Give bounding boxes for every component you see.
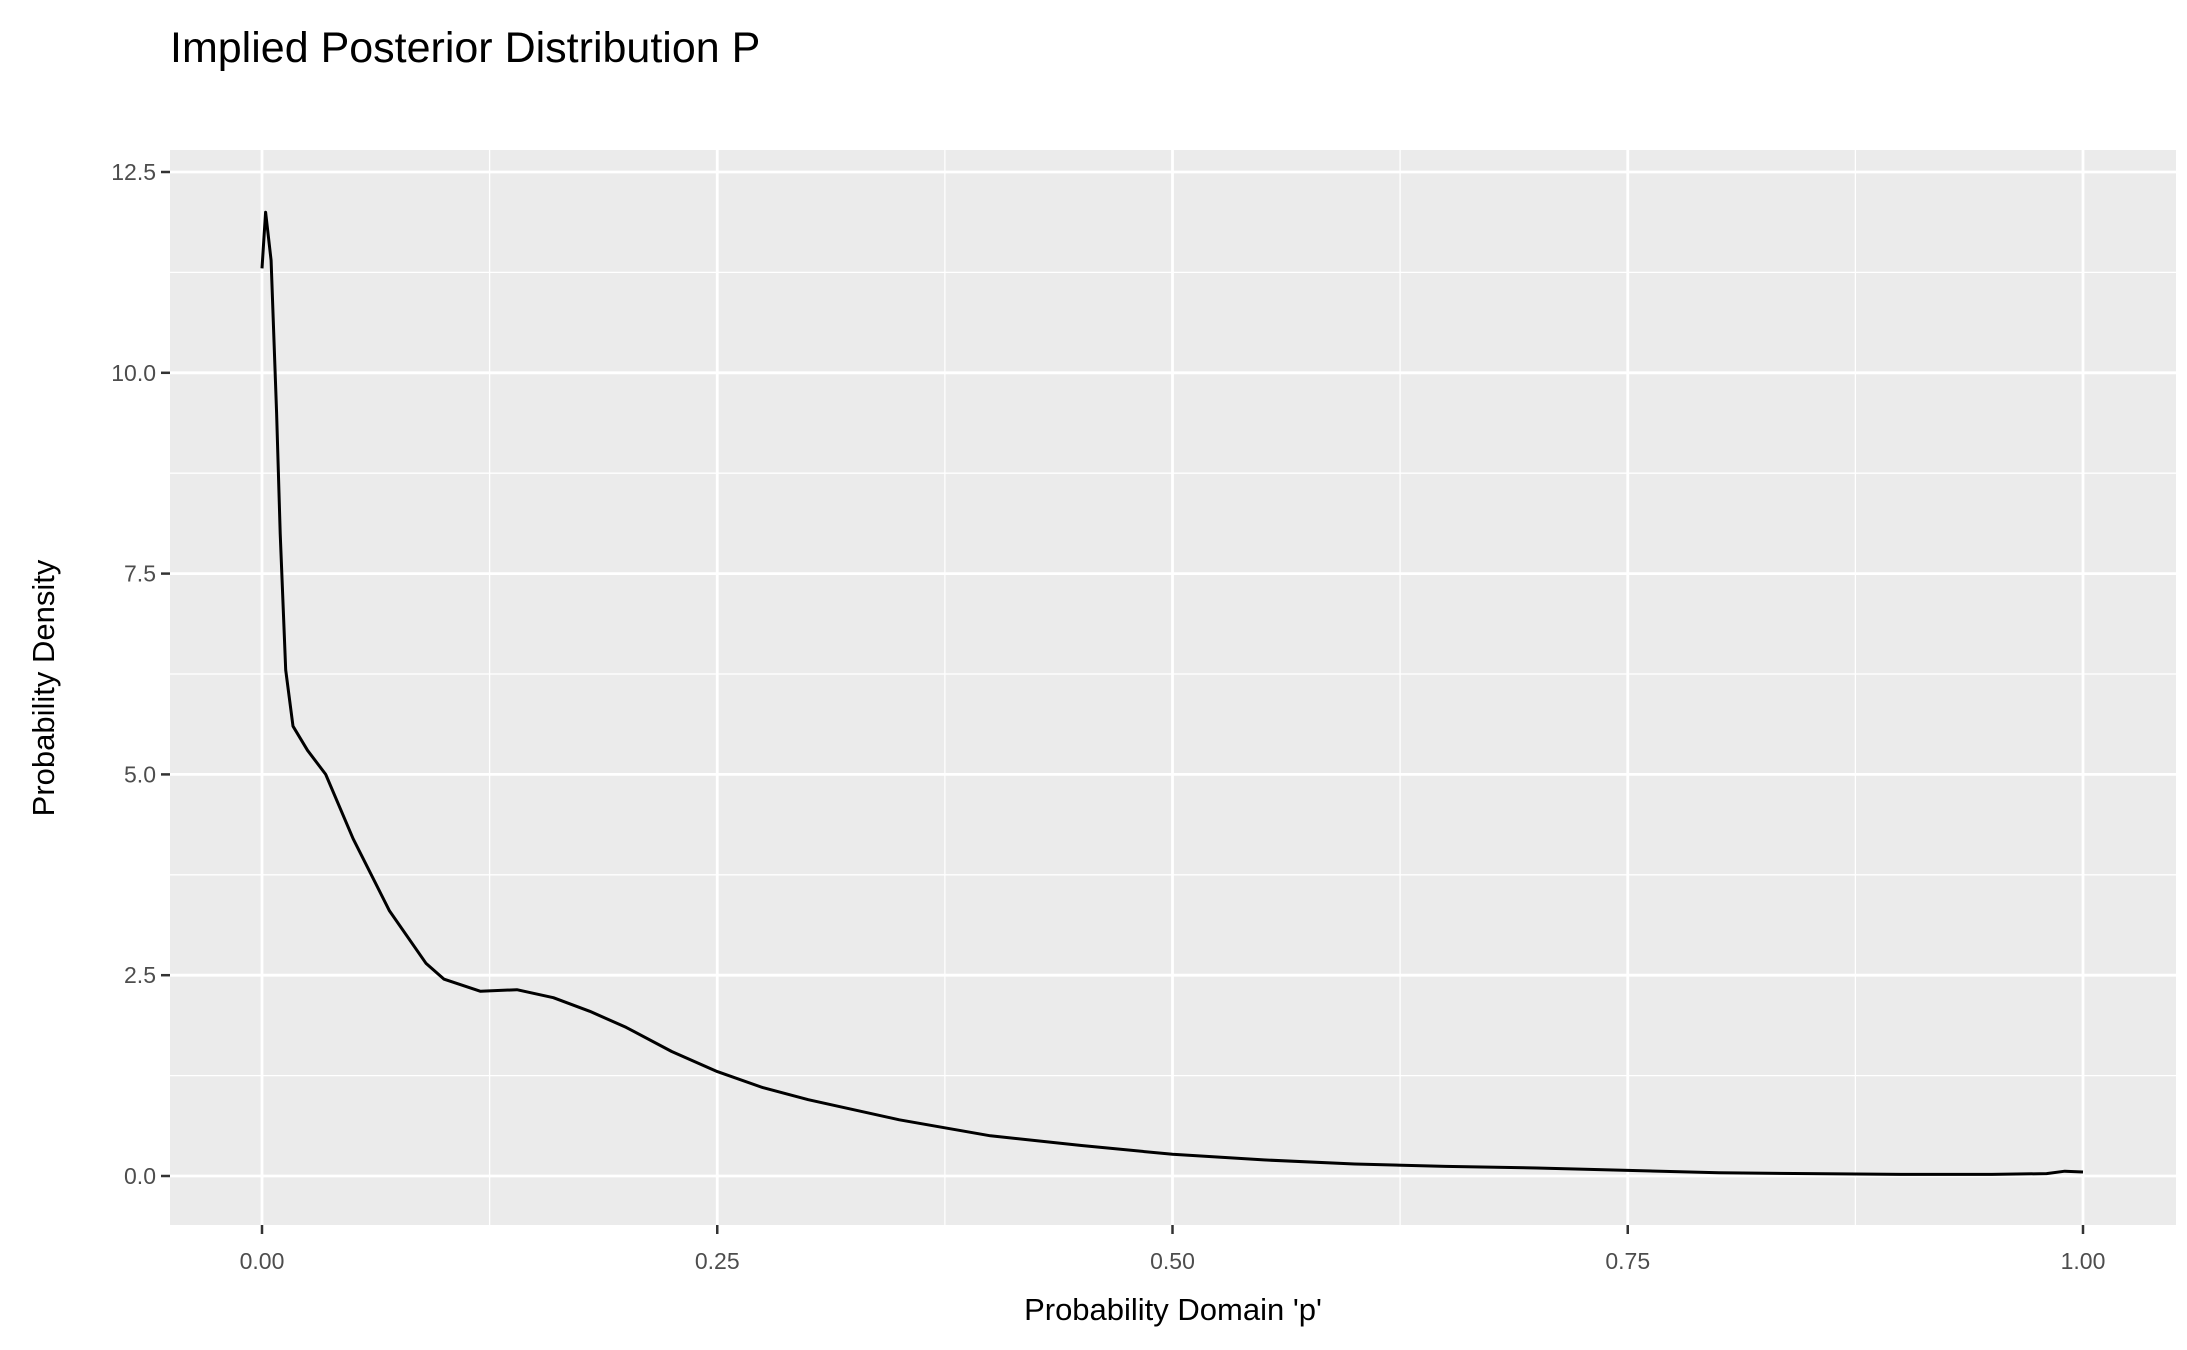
gridlines [170,150,2176,1225]
chart-title: Implied Posterior Distribution P [170,24,760,72]
x-tick-label: 0.75 [1605,1248,1650,1274]
y-tick-label: 0.0 [124,1163,156,1189]
y-tick-label: 12.5 [111,159,156,185]
x-axis-title: Probability Domain 'p' [1024,1292,1322,1327]
axis-ticks: 0.00 0.25 0.50 0.75 1.00 0.0 2.5 5.0 7.5 10.0 12.5 [111,159,2105,1274]
y-tick-label: 10.0 [111,360,156,386]
y-tick-label: 7.5 [124,561,156,587]
x-tick-label: 0.25 [695,1248,740,1274]
y-tick-label: 5.0 [124,761,156,787]
x-tick-label: 1.00 [2061,1248,2106,1274]
y-tick-label: 2.5 [124,962,156,988]
density-line [260,210,2084,1176]
x-tick-label: 0.00 [240,1248,285,1274]
y-axis-title: Probability Density [26,559,61,816]
x-tick-label: 0.50 [1150,1248,1195,1274]
